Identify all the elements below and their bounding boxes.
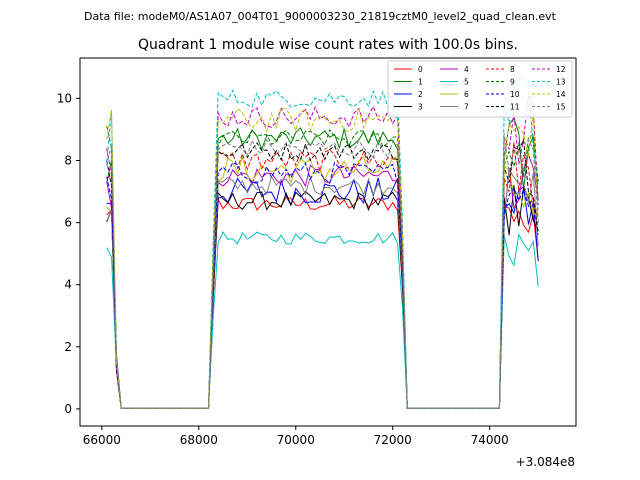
x-tick-label-3: 72000 <box>374 433 412 447</box>
x-tick-label-1: 68000 <box>180 433 218 447</box>
axes: 66000 68000 70000 72000 74000 0 2 4 6 8 10 <box>57 91 509 447</box>
series-line-15 <box>106 133 539 409</box>
series-line-11 <box>106 138 539 409</box>
legend-label-2: 2 <box>418 90 423 99</box>
legend-label-6: 6 <box>464 90 469 99</box>
legend-label-11: 11 <box>510 103 520 112</box>
y-tick-label-5: 10 <box>57 91 72 105</box>
chart-suptitle: Data file: modeM0/AS1A07_004T01_90000032… <box>84 10 557 23</box>
series-line-7 <box>106 167 539 409</box>
y-tick-label-3: 6 <box>64 216 72 230</box>
legend-label-1: 1 <box>418 78 423 87</box>
x-tick-label-4: 74000 <box>471 433 509 447</box>
legend-label-7: 7 <box>464 103 469 112</box>
legend-label-13: 13 <box>556 78 566 87</box>
y-tick-label-0: 0 <box>64 402 72 416</box>
legend-label-4: 4 <box>464 65 469 74</box>
legend-label-5: 5 <box>464 78 469 87</box>
legend-box <box>387 60 573 118</box>
legend-label-12: 12 <box>556 65 566 74</box>
x-offset-label: +3.084e8 <box>516 455 575 469</box>
legend-label-8: 8 <box>510 65 515 74</box>
series-line-2 <box>106 177 539 409</box>
series-line-10 <box>106 161 539 409</box>
legend-label-9: 9 <box>510 78 515 87</box>
legend-label-0: 0 <box>418 65 423 74</box>
chart-title: Quadrant 1 module wise count rates with … <box>138 37 518 53</box>
y-tick-label-2: 4 <box>64 278 72 292</box>
series-line-9 <box>106 125 539 409</box>
legend-label-3: 3 <box>418 103 423 112</box>
plot-frame <box>79 57 577 427</box>
series-lines <box>106 77 539 409</box>
series-line-5 <box>106 230 539 409</box>
x-tick-label-2: 70000 <box>277 433 315 447</box>
series-line-8 <box>106 141 539 409</box>
series-line-0 <box>106 195 539 409</box>
legend-label-10: 10 <box>510 90 520 99</box>
legend-label-14: 14 <box>556 90 566 99</box>
y-tick-label-1: 2 <box>64 340 72 354</box>
series-line-3 <box>106 185 539 409</box>
x-tick-label-0: 66000 <box>83 433 121 447</box>
legend-label-15: 15 <box>556 103 566 112</box>
y-tick-label-4: 8 <box>64 153 72 167</box>
